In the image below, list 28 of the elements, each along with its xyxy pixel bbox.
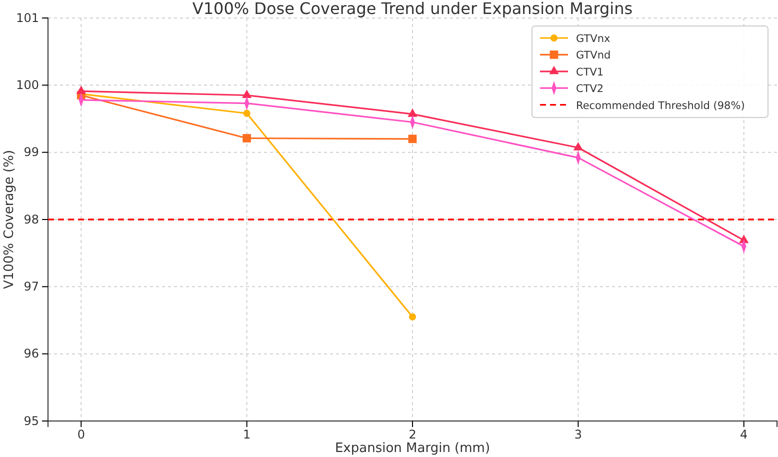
y-tick-label: 97 — [24, 280, 39, 294]
legend-label: GTVnd — [576, 50, 611, 62]
point — [408, 134, 417, 144]
point — [408, 108, 418, 117]
chart-title: V100% Dose Coverage Trend under Expansion Margins — [192, 0, 633, 18]
y-tick-label: 100 — [16, 78, 39, 92]
point — [242, 134, 251, 142]
y-tick-label: 96 — [24, 346, 39, 361]
y-tick-label: 101 — [16, 10, 39, 25]
x-tick-label: 4 — [740, 428, 748, 442]
y-tick-label: 98 — [24, 212, 39, 226]
x-tick-label: 0 — [77, 428, 85, 442]
y-tick-label: 95 — [24, 414, 39, 428]
y-tick-label: 99 — [24, 145, 39, 160]
legend-label: CTV1 — [576, 66, 604, 78]
x-tick-label: 3 — [574, 428, 582, 442]
point — [242, 90, 252, 98]
point — [243, 110, 250, 117]
x-tick-label: 1 — [243, 428, 251, 442]
point — [408, 313, 416, 320]
x-tick-label: 2 — [408, 428, 416, 442]
x-axis-title: Expansion Margin (mm) — [334, 441, 490, 456]
legend-label: Recommended Threshold (98%) — [576, 100, 745, 112]
legend-label: GTVnx — [576, 33, 610, 45]
point — [76, 86, 86, 94]
legend-label: CTV2 — [576, 83, 604, 96]
point — [573, 142, 583, 150]
y-axis-title: V100% Coverage (%) — [2, 150, 17, 290]
